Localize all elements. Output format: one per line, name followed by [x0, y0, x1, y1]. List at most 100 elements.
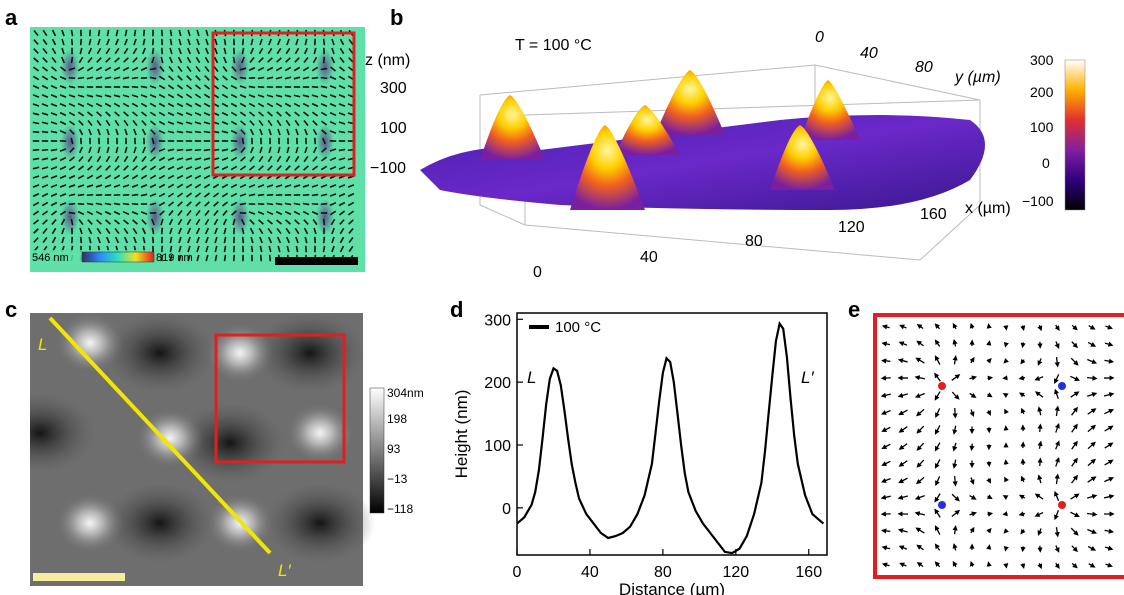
- panel-a-director-dash: [221, 183, 229, 189]
- panel-a-director-dash: [248, 102, 256, 108]
- panel-a-director-dash: [266, 193, 274, 197]
- panel-a-director-dash: [329, 148, 337, 152]
- panel-a-director-dash: [41, 66, 49, 72]
- panel-a-director-dash: [68, 211, 76, 215]
- panel-a-defect: [231, 49, 249, 85]
- panel-a-director-dash: [204, 56, 210, 64]
- panel-e-arrow: [897, 358, 908, 364]
- panel-a-director-dash: [221, 102, 229, 108]
- panel-a-director-dash: [59, 210, 67, 216]
- panel-c-cb-tick: −13: [387, 472, 408, 486]
- panel-a-director-dash: [95, 66, 103, 72]
- panel-e-arrow: [1004, 408, 1009, 415]
- panel-a-director-dash: [286, 146, 290, 154]
- panel-a-director-dash: [77, 102, 85, 108]
- panel-d-y-tick-label: 300: [484, 312, 511, 329]
- panel-e-arrow: [1071, 545, 1078, 553]
- panel-c-bright-spot: [136, 408, 204, 468]
- panel-e-arrow: [1003, 358, 1009, 364]
- panel-a-director-dash: [312, 146, 318, 154]
- panel-a-director-dash: [195, 75, 201, 81]
- panel-a-director-dash: [339, 236, 345, 244]
- panel-b-x-tick: 160: [920, 206, 947, 223]
- panel-e-arrow: [952, 339, 958, 347]
- panel-e-arrow: [1002, 393, 1009, 398]
- panel-a-director-dash: [186, 210, 192, 216]
- panel-a-director-dash: [248, 85, 256, 89]
- panel-e-arrow: [916, 442, 925, 451]
- panel-a-director-dash: [141, 56, 147, 64]
- panel-a-director-dash: [338, 184, 346, 188]
- panel-e-arrow: [1087, 528, 1098, 534]
- panel-a-director-dash: [50, 121, 58, 125]
- panel-b-peak: [570, 125, 645, 210]
- panel-a-director-dash: [32, 103, 40, 107]
- panel-a-director-dash: [32, 66, 40, 72]
- panel-a-director-dash: [204, 65, 210, 73]
- panel-a-director-dash: [196, 245, 200, 253]
- panel-a-director-dash: [41, 175, 49, 179]
- panel-a-director-dash: [266, 210, 274, 216]
- panel-a-director-dash: [275, 184, 283, 188]
- panel-a-director-dash: [320, 76, 328, 80]
- panel-e-arrow: [987, 375, 994, 381]
- panel-e-arrow: [881, 341, 891, 347]
- panel-b-cb-tick: 100: [1030, 119, 1054, 135]
- panel-a-director-dash: [123, 57, 129, 63]
- panel-e-arrow: [952, 525, 958, 535]
- panel-a-director-dash: [185, 112, 193, 116]
- panel-e-arrow: [1037, 440, 1043, 449]
- panel-a-director-dash: [230, 165, 238, 171]
- panel-a-director-dash: [267, 165, 273, 171]
- panel-a-director-dash: [338, 94, 346, 98]
- panel-a-director-dash: [132, 47, 138, 55]
- panel-a-director-dash: [330, 56, 336, 64]
- panel-a-director-dash: [41, 192, 49, 198]
- panel-a-director-dash: [87, 119, 93, 127]
- panel-a-director-dash: [104, 184, 112, 188]
- panel-a-director-dash: [232, 254, 236, 262]
- panel-a-director-dash: [42, 219, 48, 225]
- panel-a-director-dash: [87, 227, 93, 235]
- panel-a-director-dash: [124, 146, 128, 154]
- panel-a-director-dash: [194, 148, 202, 152]
- panel-e-arrow: [881, 460, 891, 466]
- panel-a-director-dash: [196, 29, 200, 37]
- panel-a-director-dash: [320, 102, 328, 108]
- panel-e-arrow: [1070, 357, 1079, 366]
- panel-a-director-dash: [339, 38, 345, 46]
- panel-a-defect: [231, 124, 249, 160]
- panel-e-arrow: [1034, 511, 1044, 517]
- panel-a-director-dash: [169, 254, 173, 262]
- panel-a-director-dash: [239, 111, 247, 117]
- panel-a-director-dash: [115, 29, 119, 37]
- panel-a-director-dash: [185, 183, 193, 189]
- panel-a-director-dash: [133, 38, 137, 46]
- panel-a-director-dash: [132, 57, 138, 63]
- panel-a-director-dash: [133, 146, 137, 154]
- panel-a-director-dash: [87, 219, 93, 225]
- panel-a-director-dash: [329, 202, 337, 206]
- panel-a-director-dash: [41, 201, 49, 207]
- panel-b-3d-surface: T = 100 °C z (nm) 300 100 −100 0 40 80 1…: [365, 29, 1086, 281]
- panel-e-arrow: [1054, 357, 1060, 368]
- panel-a-director-dash: [169, 245, 173, 253]
- panel-e-arrow: [881, 324, 890, 330]
- panel-a-director-dash: [276, 47, 282, 55]
- panel-d-y-axis-label: Height (nm): [452, 390, 471, 479]
- panel-a-director-dash: [97, 29, 101, 37]
- panel-a-director-dash: [339, 227, 345, 235]
- panel-e-arrow: [1087, 408, 1097, 415]
- panel-a-director-dash: [221, 130, 229, 134]
- panel-a-director-dash: [275, 210, 283, 216]
- panel-a-director-dash: [240, 120, 246, 126]
- panel-a-director-dash: [204, 201, 210, 207]
- panel-a-director-dash: [241, 38, 245, 46]
- panel-a-director-dash: [347, 192, 355, 198]
- panel-e-vector-field: [873, 313, 1124, 579]
- panel-a-director-dash: [186, 227, 192, 235]
- panel-a-director-dash: [286, 128, 290, 136]
- panel-a-director-dash: [78, 146, 84, 154]
- panel-a-director-dash: [149, 102, 157, 108]
- panel-e-arrow: [1087, 545, 1097, 551]
